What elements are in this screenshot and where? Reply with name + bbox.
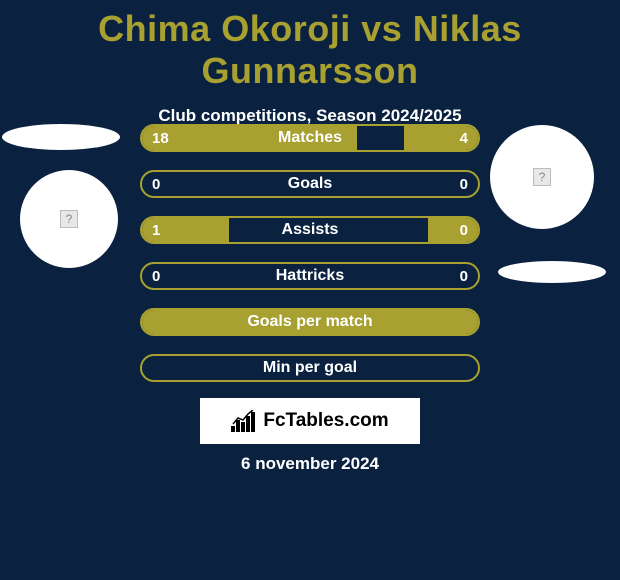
avatar-placeholder-icon: ?	[60, 210, 78, 228]
subtitle: Club competitions, Season 2024/2025	[0, 106, 620, 126]
decor-ellipse-left	[2, 124, 120, 150]
player-avatar-left: ?	[20, 170, 118, 268]
stat-row: Min per goal	[140, 354, 480, 382]
player-avatar-right: ?	[490, 125, 594, 229]
stat-label: Hattricks	[142, 264, 478, 288]
fctables-icon	[231, 410, 257, 432]
stat-label: Goals per match	[142, 310, 478, 334]
stat-label: Min per goal	[142, 356, 478, 380]
date-label: 6 november 2024	[0, 454, 620, 474]
avatar-placeholder-icon: ?	[533, 168, 551, 186]
logo-text: FcTables.com	[263, 410, 388, 432]
stat-row: 10Assists	[140, 216, 480, 244]
stats-container: 184Matches 00Goals 10Assists 00Hattricks Goa…	[140, 124, 480, 400]
stat-label: Matches	[142, 126, 478, 150]
decor-ellipse-right	[498, 261, 606, 283]
stat-label: Goals	[142, 172, 478, 196]
stat-row: 184Matches	[140, 124, 480, 152]
page-title: Chima Okoroji vs Niklas Gunnarsson	[0, 0, 620, 92]
stat-label: Assists	[142, 218, 478, 242]
stat-row: 00Goals	[140, 170, 480, 198]
logo-box: FcTables.com	[200, 398, 420, 444]
stat-row: 00Hattricks	[140, 262, 480, 290]
stat-row: Goals per match	[140, 308, 480, 336]
